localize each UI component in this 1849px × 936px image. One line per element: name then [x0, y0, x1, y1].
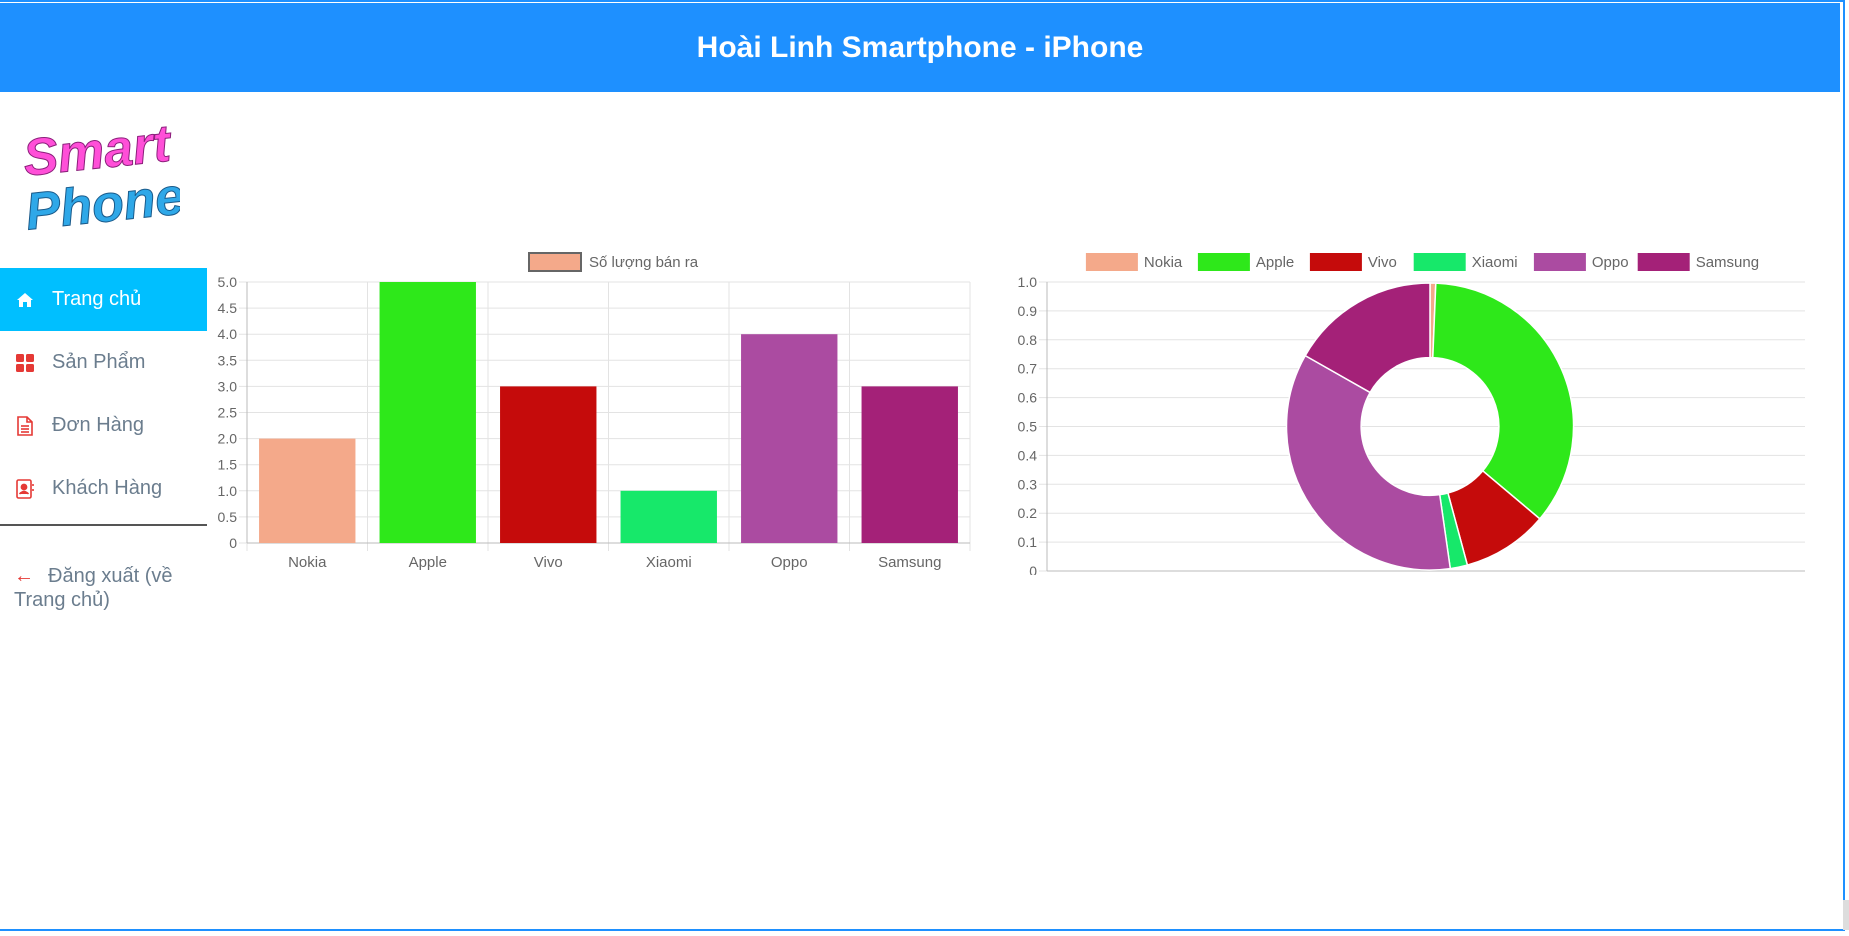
legend-swatch	[1413, 253, 1466, 271]
grid-icon	[14, 352, 36, 374]
y-tick-label: 5.0	[218, 274, 238, 290]
sidebar-item-customers[interactable]: Khách Hàng	[0, 457, 207, 520]
y-tick-label: 0.1	[1018, 534, 1038, 550]
sidebar-item-label: Trang chủ	[52, 288, 142, 310]
legend-swatch	[1197, 253, 1250, 271]
sidebar-item-orders[interactable]: Đơn Hàng	[0, 394, 207, 457]
y-tick-label: 0.5	[218, 509, 238, 525]
legend-swatch	[528, 252, 582, 272]
y-tick-label: 0.3	[1018, 476, 1038, 492]
legend-swatch	[1309, 253, 1362, 271]
y-tick-label: 2.5	[218, 405, 238, 421]
y-tick-label: 0.5	[1018, 419, 1038, 435]
scrollbar[interactable]	[1843, 900, 1849, 930]
logout-label: Đăng xuất (về Trang chủ)	[14, 565, 173, 611]
y-tick-label: 0.4	[1018, 447, 1038, 463]
sidebar-item-home[interactable]: Trang chủ	[0, 268, 207, 331]
x-tick-label: Vivo	[534, 554, 563, 571]
legend-label: Nokia	[1144, 254, 1183, 271]
sidebar-item-label: Sản Phẩm	[52, 351, 146, 373]
y-tick-label: 1.5	[218, 457, 238, 473]
donut-chart: Nokia Apple Vivo Xiaomi Oppo Samsung 0 0.1 0.2 0.…	[1018, 253, 1805, 575]
smartphone-logo[interactable]: Smart Phone	[20, 110, 180, 240]
bar	[620, 490, 717, 543]
donut-slice	[1285, 354, 1452, 571]
logout-link[interactable]: ← Đăng xuất (về Trang chủ)	[0, 564, 194, 612]
x-tick-label: Apple	[409, 554, 447, 571]
donut-slice	[1304, 282, 1431, 394]
home-icon	[14, 289, 36, 311]
document-icon	[14, 415, 36, 437]
legend-label: Apple	[1256, 254, 1294, 271]
arrow-left-icon: ←	[14, 565, 34, 587]
y-tick-label: 0.6	[1018, 390, 1038, 406]
bar	[861, 386, 958, 543]
bar	[259, 438, 356, 543]
donut-slice	[1432, 282, 1575, 520]
y-tick-label: 0	[229, 535, 237, 551]
y-tick-label: 0.7	[1018, 361, 1038, 377]
sidebar-item-label: Khách Hàng	[52, 477, 163, 499]
sidebar-item-label: Đơn Hàng	[52, 414, 145, 436]
legend-swatch	[1533, 253, 1586, 271]
legend-label: Số lượng bán ra	[589, 254, 699, 271]
sidebar-divider	[0, 524, 207, 526]
bar	[379, 282, 476, 543]
legend-label: Oppo	[1592, 254, 1629, 271]
x-tick-label: Xiaomi	[646, 554, 692, 571]
sidebar: Trang chủ Sản Phẩm Đơn Hàng	[0, 268, 207, 612]
x-tick-label: Nokia	[288, 554, 327, 571]
page-title: Hoài Linh Smartphone - iPhone	[696, 30, 1144, 64]
y-tick-label: 3.0	[218, 378, 238, 394]
y-tick-label: 0.2	[1018, 505, 1038, 521]
y-tick-label: 2.0	[218, 431, 238, 447]
legend-swatch	[1637, 253, 1690, 271]
bar	[741, 334, 838, 543]
y-tick-label: 4.5	[218, 300, 238, 316]
y-tick-label: 1.0	[1018, 274, 1038, 290]
y-tick-label: 3.5	[218, 352, 238, 368]
legend-label: Samsung	[1696, 254, 1759, 271]
sidebar-item-products[interactable]: Sản Phẩm	[0, 331, 207, 394]
legend-swatch	[1085, 253, 1138, 271]
bar	[500, 386, 597, 543]
bar-chart: Số lượng bán ra 0 0.5 1.0 1.5 2.0 2.5 3.0 3.5 4.0…	[218, 252, 971, 571]
y-tick-label: 4.0	[218, 326, 238, 342]
y-tick-label: 0	[1029, 563, 1037, 575]
header-bar: Hoài Linh Smartphone - iPhone	[0, 3, 1840, 92]
y-tick-label: 1.0	[218, 483, 238, 499]
x-tick-label: Samsung	[878, 554, 941, 571]
legend-label: Xiaomi	[1472, 254, 1518, 271]
y-tick-label: 0.8	[1018, 332, 1038, 348]
x-tick-label: Oppo	[771, 554, 808, 571]
y-tick-label: 0.9	[1018, 303, 1038, 319]
legend-label: Vivo	[1368, 254, 1397, 271]
contact-card-icon	[14, 478, 36, 500]
